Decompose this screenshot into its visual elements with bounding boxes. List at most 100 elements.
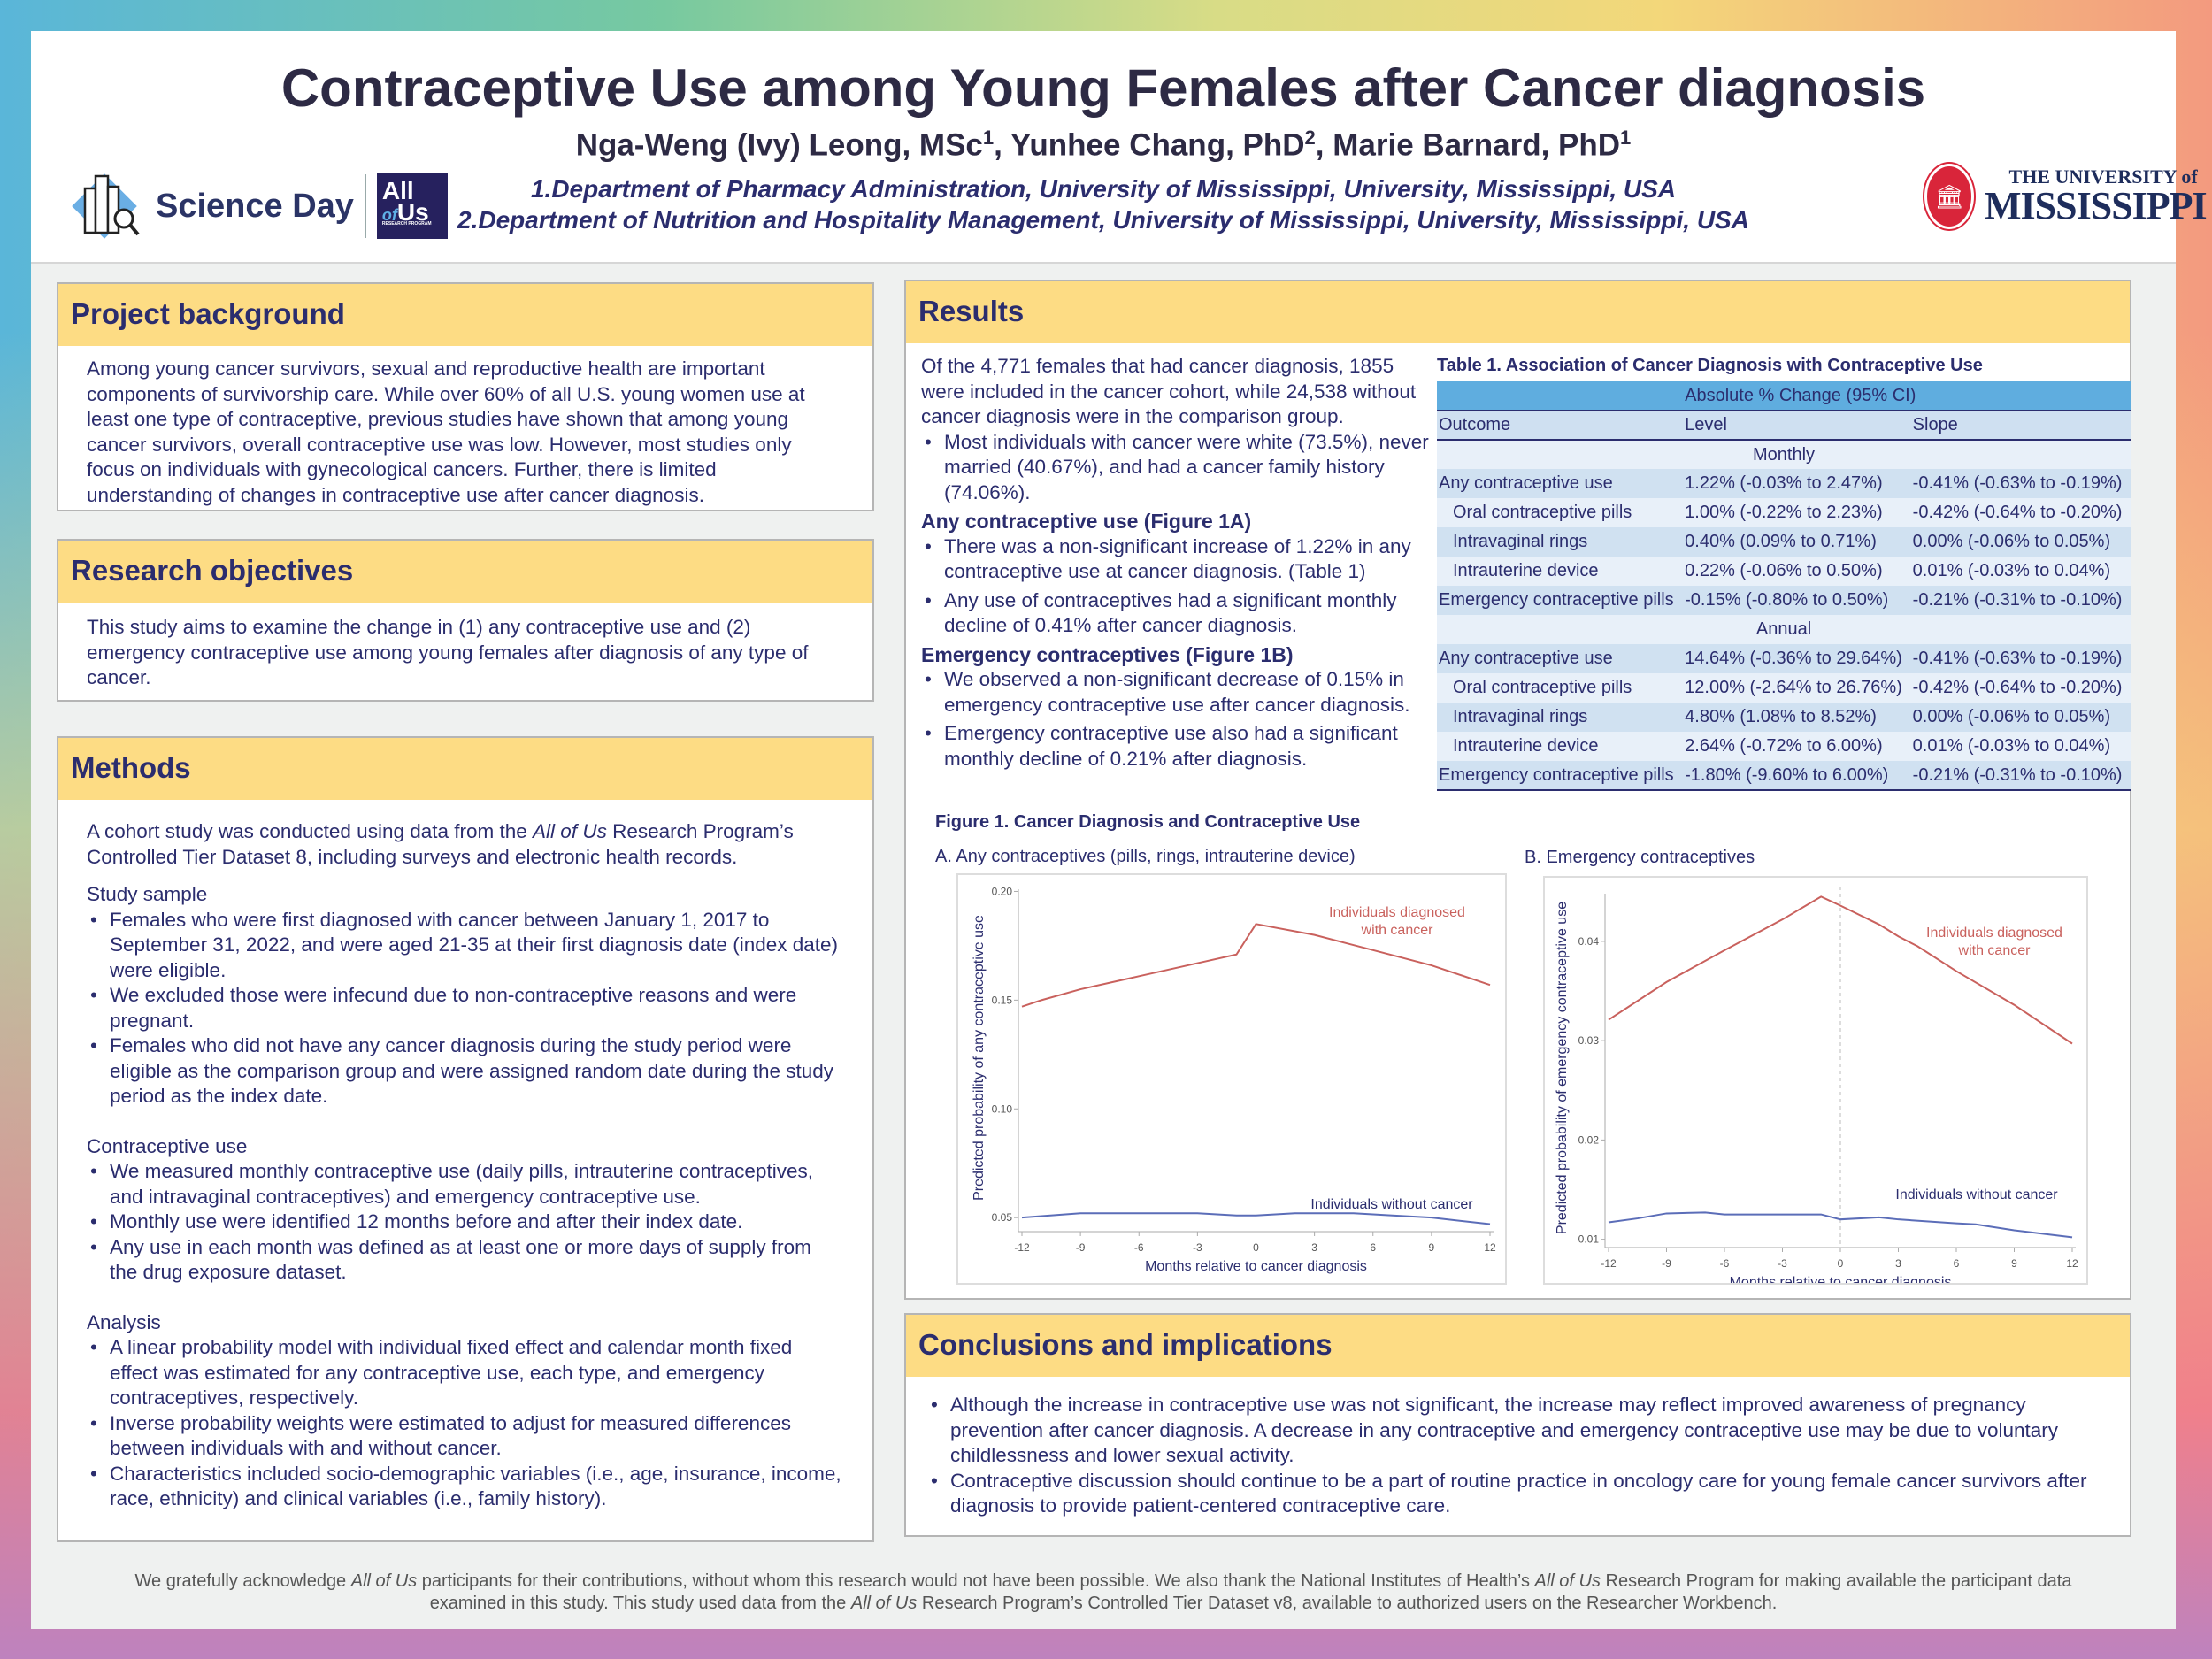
table-cell: 14.64% (-0.36% to 29.64%) bbox=[1683, 644, 1911, 673]
table-cell: Oral contraceptive pills bbox=[1437, 498, 1684, 527]
table-row: Emergency contraceptive pills -1.80% (-9.… bbox=[1437, 761, 2131, 791]
poster-title: Contraceptive Use among Young Females af… bbox=[280, 58, 1926, 118]
x-tick-label: -6 bbox=[1720, 1257, 1730, 1270]
x-tick-label: -6 bbox=[1134, 1241, 1144, 1254]
emergency-contraceptive-heading: Emergency contraceptives (Figure 1B) bbox=[921, 642, 1294, 666]
table-section-row: Annual bbox=[1437, 615, 2131, 644]
table-cell: 1.00% (-0.22% to 2.23%) bbox=[1683, 498, 1911, 527]
table-header-row: Outcome Level Slope bbox=[1437, 411, 2131, 441]
list-item: Most individuals with cancer were white … bbox=[921, 430, 1434, 506]
list-item: Females who did not have any cancer diag… bbox=[87, 1033, 844, 1110]
table-cell: 0.00% (-0.06% to 0.05%) bbox=[1910, 527, 2131, 557]
table-cell: Any contraceptive use bbox=[1437, 469, 1684, 498]
section-title: Conclusions and implications bbox=[906, 1315, 2130, 1377]
all-of-us-logo-line1: All bbox=[381, 177, 414, 204]
y-tick-label: 0.15 bbox=[992, 994, 1013, 1006]
x-tick-label: -12 bbox=[1601, 1257, 1617, 1270]
table-cell: Monthly bbox=[1437, 440, 2131, 469]
table-cell: Slope bbox=[1910, 411, 2131, 441]
table-cell: Absolute % Change (95% CI) bbox=[1683, 381, 2131, 411]
chart-a: -12 -9 -6 -3 0 3 6 9 12 0.05 0.10 0.15 0.20 Months re… bbox=[956, 873, 1507, 1285]
figure-a-subtitle: A. Any contraceptives (pills, rings, int… bbox=[935, 847, 1356, 866]
y-axis-label: Predicted probability of emergency contr… bbox=[1555, 902, 1570, 1234]
table-cell: -0.21% (-0.31% to -0.10%) bbox=[1910, 586, 2131, 615]
x-tick-label: 3 bbox=[1311, 1241, 1317, 1254]
x-tick-label: -3 bbox=[1778, 1257, 1787, 1270]
affiliation-1: 1.Department of Pharmacy Administration,… bbox=[530, 175, 1677, 203]
x-tick-label: 6 bbox=[1370, 1241, 1376, 1254]
x-tick-label: -9 bbox=[1076, 1241, 1086, 1254]
table-row: Any contraceptive use 14.64% (-0.36% to 2… bbox=[1437, 644, 2131, 673]
table-row: Emergency contraceptive pills -0.15% (-0.… bbox=[1437, 586, 2131, 615]
list-item: Any use in each month was defined as at … bbox=[87, 1235, 844, 1286]
logo-line1: THE UNIVERSITY of bbox=[2008, 165, 2198, 188]
table-cell: Outcome bbox=[1437, 411, 1684, 441]
table-row: Any contraceptive use 1.22% (-0.03% to 2.… bbox=[1437, 469, 2131, 498]
y-tick-label: 0.05 bbox=[992, 1211, 1013, 1224]
table-cell: 0.01% (-0.03% to 0.04%) bbox=[1910, 557, 2131, 586]
table-cell: Oral contraceptive pills bbox=[1437, 673, 1684, 703]
list-item: We observed a non-significant decrease o… bbox=[921, 667, 1434, 718]
table-cell: Annual bbox=[1437, 615, 2131, 644]
table-cell: Intrauterine device bbox=[1437, 732, 1684, 761]
y-tick-label: 0.10 bbox=[992, 1102, 1013, 1115]
table-cell: -0.41% (-0.63% to -0.19%) bbox=[1910, 469, 2131, 498]
y-tick-label: 0.03 bbox=[1578, 1034, 1600, 1047]
objectives-text: This study aims to examine the change in… bbox=[87, 616, 809, 688]
table-cell: Intravaginal rings bbox=[1437, 527, 1684, 557]
y-tick-label: 0.02 bbox=[1578, 1133, 1600, 1146]
table-cell bbox=[1437, 381, 1684, 411]
series-label: Individuals diagnosed bbox=[1329, 905, 1465, 920]
list-item: We excluded those were infecund due to n… bbox=[87, 983, 844, 1033]
table-caption: Table 1. Association of Cancer Diagnosis… bbox=[1437, 356, 1983, 375]
all-of-us-logo: All ofUs RESEARCH PROGRAM bbox=[376, 173, 448, 239]
subsection-heading: Analysis bbox=[87, 1310, 161, 1333]
table-row: Intrauterine device 2.64% (-0.72% to 6.00… bbox=[1437, 732, 2131, 761]
study-sample-section: Study sample Females who were first diag… bbox=[87, 882, 844, 1110]
table-cell: Emergency contraceptive pills bbox=[1437, 586, 1684, 615]
analysis-section: Analysis A linear probability model with… bbox=[87, 1310, 844, 1512]
x-axis-label: Months relative to cancer diagnosis bbox=[1145, 1259, 1367, 1274]
table-cell: Intravaginal rings bbox=[1437, 703, 1684, 732]
series-label: with cancer bbox=[1361, 923, 1434, 938]
list-item: A linear probability model with individu… bbox=[87, 1335, 844, 1411]
x-tick-label: 0 bbox=[1838, 1257, 1844, 1270]
table-section-row: Monthly bbox=[1437, 440, 2131, 469]
author-list: Nga-Weng (Ivy) Leong, MSc1, Yunhee Chang… bbox=[575, 127, 1632, 163]
list-item: Females who were first diagnosed with ca… bbox=[87, 908, 844, 984]
books-magnifier-icon bbox=[72, 173, 140, 239]
table-cell: 1.22% (-0.03% to 2.47%) bbox=[1683, 469, 1911, 498]
section-title: Results bbox=[906, 281, 2130, 343]
list-item: Any use of contraceptives had a signific… bbox=[921, 588, 1434, 639]
series-line-no-cancer bbox=[1608, 1211, 2073, 1239]
table-row: Oral contraceptive pills 12.00% (-2.64% t… bbox=[1437, 673, 2131, 703]
table-row: Oral contraceptive pills 1.00% (-0.22% to… bbox=[1437, 498, 2131, 527]
table-cell: 0.22% (-0.06% to 0.50%) bbox=[1683, 557, 1911, 586]
list-item: Emergency contraceptive use also had a s… bbox=[921, 721, 1434, 772]
conclusions-panel: Conclusions and implications Although th… bbox=[904, 1313, 2131, 1537]
methods-panel: Methods A cohort study was conducted usi… bbox=[57, 736, 874, 1542]
series-label: Individuals without cancer bbox=[1895, 1187, 2058, 1202]
all-of-us-logo-line2: ofUs bbox=[381, 198, 429, 226]
x-axis-label: Months relative to cancer diagnosis bbox=[1730, 1275, 1952, 1285]
table-cell: Level bbox=[1683, 411, 1911, 441]
list-item: Contraceptive discussion should continue… bbox=[927, 1469, 2108, 1519]
science-day-text: Science Day bbox=[156, 187, 354, 225]
table-cell: 0.01% (-0.03% to 0.04%) bbox=[1910, 732, 2131, 761]
x-tick-label: -3 bbox=[1193, 1241, 1202, 1254]
table-row: Intravaginal rings 0.40% (0.09% to 0.71%)… bbox=[1437, 527, 2131, 557]
logo-divider bbox=[364, 174, 366, 238]
results-text: Of the 4,771 females that had cancer dia… bbox=[921, 354, 1434, 775]
series-label: with cancer bbox=[1958, 943, 2032, 958]
table-group-header: Absolute % Change (95% CI) bbox=[1437, 381, 2131, 411]
x-tick-label: -12 bbox=[1014, 1241, 1030, 1254]
contraceptive-use-section: Contraceptive use We measured monthly co… bbox=[87, 1134, 844, 1286]
y-tick-label: 0.04 bbox=[1578, 935, 1600, 948]
x-tick-label: 9 bbox=[2011, 1257, 2017, 1270]
any-contraceptive-heading: Any contraceptive use (Figure 1A) bbox=[921, 510, 1252, 533]
list-item: Characteristics included socio-demograph… bbox=[87, 1462, 844, 1512]
subsection-heading: Study sample bbox=[87, 883, 208, 905]
series-line-cancer bbox=[1608, 895, 2073, 1045]
section-title: Project background bbox=[58, 284, 872, 346]
affiliation-2: 2.Department of Nutrition and Hospitalit… bbox=[457, 206, 1749, 234]
